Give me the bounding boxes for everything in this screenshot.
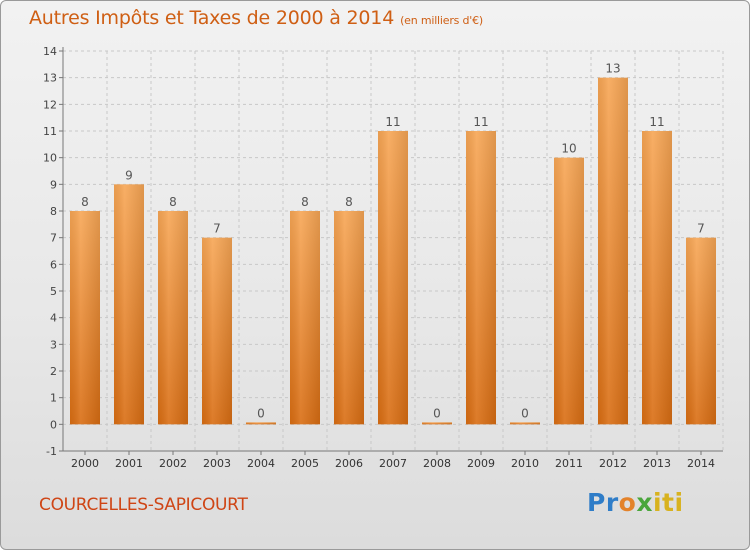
bar-shade (290, 211, 320, 425)
bar-shade (334, 211, 364, 425)
data-label: 8 (301, 195, 309, 209)
data-label: 11 (385, 115, 400, 129)
y-tick-label: 1 (50, 392, 57, 405)
bar-shade (158, 211, 188, 425)
x-tick-label: 2014 (687, 457, 715, 470)
data-label: 7 (697, 222, 705, 236)
data-label: 11 (473, 115, 488, 129)
y-tick-label: 2 (50, 365, 57, 378)
bar-shade (202, 237, 232, 425)
x-tick-label: 2000 (71, 457, 99, 470)
x-tick-label: 2007 (379, 457, 407, 470)
bar-shade (422, 422, 452, 425)
bar-shade (686, 237, 716, 425)
data-label: 8 (169, 195, 177, 209)
x-tick-label: 2004 (247, 457, 275, 470)
y-tick-label: 0 (50, 418, 57, 431)
x-tick-label: 2002 (159, 457, 187, 470)
data-label: 10 (561, 142, 576, 156)
x-tick-label: 2012 (599, 457, 627, 470)
x-tick-label: 2011 (555, 457, 583, 470)
data-label: 11 (649, 115, 664, 129)
y-tick-label: 13 (43, 72, 57, 85)
bar-shade (114, 184, 144, 425)
y-tick-label: 8 (50, 205, 57, 218)
data-label: 8 (345, 195, 353, 209)
x-tick-label: 2013 (643, 457, 671, 470)
x-tick-label: 2010 (511, 457, 539, 470)
title-text: Autres Impôts et Taxes de 2000 à 2014 (29, 7, 395, 29)
proxiti-logo: Proxiti (587, 488, 684, 517)
bar-shade (466, 131, 496, 425)
x-tick-label: 2005 (291, 457, 319, 470)
data-label: 0 (521, 406, 529, 420)
y-tick-label: 12 (43, 98, 57, 111)
data-label: 0 (433, 406, 441, 420)
bar-shade (510, 422, 540, 425)
data-label: 8 (81, 195, 89, 209)
data-label: 0 (257, 406, 265, 420)
bar-shade (246, 422, 276, 425)
bar-shade (70, 211, 100, 425)
bar-shade (378, 131, 408, 425)
y-tick-label: 3 (50, 338, 57, 351)
x-tick-label: 2006 (335, 457, 363, 470)
x-tick-label: 2008 (423, 457, 451, 470)
x-tick-label: 2001 (115, 457, 143, 470)
x-tick-label: 2009 (467, 457, 495, 470)
bar-shade (554, 157, 584, 425)
data-label: 9 (125, 168, 133, 182)
data-label: 7 (213, 222, 221, 236)
y-tick-label: 10 (43, 152, 57, 165)
bar-shade (642, 131, 672, 425)
y-tick-label: 11 (43, 125, 57, 138)
y-tick-label: 6 (50, 258, 57, 271)
data-label: 13 (605, 62, 620, 76)
y-tick-label: 7 (50, 232, 57, 245)
y-tick-label: 5 (50, 285, 57, 298)
x-tick-label: 2003 (203, 457, 231, 470)
y-tick-label: 4 (50, 312, 57, 325)
unit-label: (en milliers d'€) (400, 14, 483, 27)
y-tick-label: -1 (46, 445, 57, 458)
y-tick-label: 14 (43, 45, 57, 58)
commune-name: COURCELLES-SAPICOURT (39, 495, 248, 515)
chart-title: Autres Impôts et Taxes de 2000 à 2014 (en… (29, 7, 483, 29)
y-tick-label: 9 (50, 178, 57, 191)
bar-shade (598, 77, 628, 425)
